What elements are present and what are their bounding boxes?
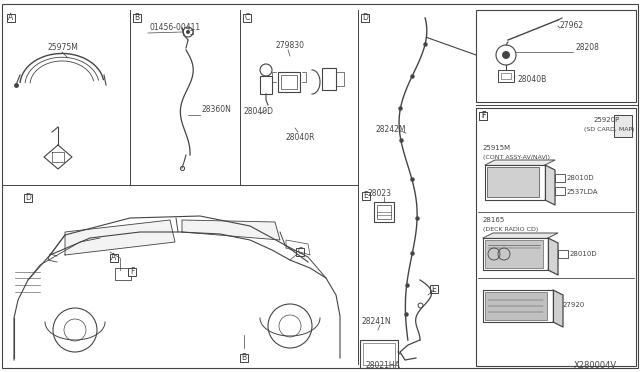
Polygon shape (182, 220, 280, 240)
Bar (360, 340, 398, 368)
Bar (128, 268, 136, 276)
Text: 28040R: 28040R (285, 134, 314, 142)
Text: (CONT ASSY-AV/NAVI): (CONT ASSY-AV/NAVI) (483, 155, 550, 160)
Text: 2537LDA: 2537LDA (567, 189, 598, 195)
Text: 28021HA: 28021HA (366, 362, 401, 371)
Bar (558, 250, 568, 258)
Text: C: C (298, 247, 303, 257)
Bar (115, 268, 131, 280)
Text: 28242M: 28242M (375, 125, 406, 135)
Bar (133, 14, 141, 22)
Text: 279830: 279830 (275, 42, 304, 51)
Text: X280004V: X280004V (574, 362, 617, 371)
Text: E: E (364, 192, 369, 201)
Bar (336, 72, 344, 86)
Bar (322, 68, 336, 90)
Bar (498, 70, 514, 82)
Text: F: F (481, 112, 485, 121)
Text: A: A (8, 13, 13, 22)
Bar (479, 112, 487, 120)
Text: 28010D: 28010D (567, 175, 595, 181)
Text: C: C (244, 13, 250, 22)
Text: D: D (362, 13, 368, 22)
Bar (614, 115, 632, 137)
Bar (485, 292, 547, 320)
Text: A: A (111, 253, 116, 263)
Bar (278, 72, 300, 92)
Bar (479, 112, 487, 120)
Polygon shape (485, 160, 555, 165)
Bar (485, 240, 543, 268)
Text: B: B (241, 353, 246, 362)
Bar (296, 248, 304, 256)
Text: 25920P: 25920P (594, 117, 620, 123)
Bar (281, 75, 297, 89)
Text: F: F (130, 267, 134, 276)
Text: (SD CARD, MAP): (SD CARD, MAP) (584, 128, 634, 132)
Text: 28010D: 28010D (570, 251, 598, 257)
Polygon shape (548, 238, 558, 275)
Text: 28023: 28023 (367, 189, 391, 199)
Bar (7, 14, 15, 22)
Text: 28165: 28165 (483, 217, 505, 223)
Text: F: F (481, 112, 485, 121)
Text: 25915M: 25915M (483, 145, 511, 151)
Bar (487, 167, 539, 197)
Bar (377, 205, 391, 219)
Text: 28208: 28208 (575, 44, 599, 52)
Text: D: D (25, 193, 31, 202)
Bar (430, 285, 438, 293)
Text: B: B (134, 13, 140, 22)
Bar (240, 354, 248, 362)
Bar (501, 73, 511, 79)
Bar (374, 202, 394, 222)
Polygon shape (483, 233, 558, 238)
Text: 27920: 27920 (563, 302, 585, 308)
Bar (110, 254, 118, 262)
Bar (362, 192, 370, 200)
Text: 28360N: 28360N (202, 106, 232, 115)
Text: 25975M: 25975M (48, 44, 79, 52)
Bar (363, 343, 395, 365)
Text: 28040B: 28040B (517, 76, 547, 84)
Bar (24, 194, 32, 202)
Bar (361, 14, 369, 22)
Text: E: E (431, 285, 436, 294)
Text: 01456-00411: 01456-00411 (150, 23, 201, 32)
Text: 28241N: 28241N (362, 317, 392, 327)
Polygon shape (65, 220, 175, 255)
Bar (476, 108, 636, 366)
Bar (476, 10, 636, 102)
Bar (555, 174, 565, 182)
Bar (555, 187, 565, 195)
Circle shape (502, 51, 510, 59)
Bar (243, 14, 251, 22)
Text: 28040D: 28040D (244, 108, 274, 116)
Text: (DECK RADIO CD): (DECK RADIO CD) (483, 228, 538, 232)
Circle shape (186, 30, 190, 34)
Text: 27962: 27962 (560, 20, 584, 29)
Bar (260, 76, 272, 94)
Polygon shape (545, 165, 555, 205)
Polygon shape (553, 290, 563, 327)
